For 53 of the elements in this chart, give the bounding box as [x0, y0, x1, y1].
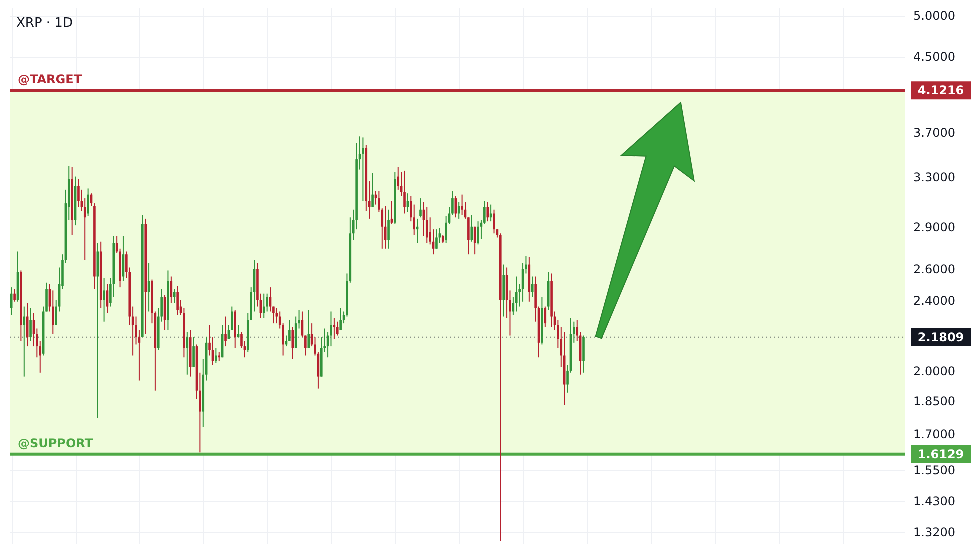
candlestick [173, 288, 176, 304]
candlestick [436, 229, 438, 250]
candlestick [388, 209, 390, 250]
y-tick-label: 1.7000 [914, 427, 956, 442]
candlestick [406, 193, 410, 213]
text: 2.1809 [918, 330, 964, 344]
candlestick [582, 335, 585, 374]
candlestick [292, 326, 294, 360]
candlestick [372, 172, 374, 208]
y-tick-label: 2.6000 [914, 262, 956, 277]
candlestick [231, 306, 234, 331]
candlestick [477, 221, 480, 246]
candlestick [224, 316, 227, 348]
y-tick-label: 1.8500 [914, 394, 956, 409]
ref-line-label: @TARGET [18, 72, 83, 87]
candlestick [215, 348, 218, 364]
text: 4.1216 [918, 84, 964, 98]
candlestick [362, 137, 364, 202]
candlestick [262, 293, 266, 319]
candlestick [23, 306, 26, 378]
candlestick [103, 278, 106, 322]
candlestick [298, 310, 300, 330]
candlestick [515, 276, 518, 312]
ref-line-label: @SUPPORT [18, 436, 94, 450]
y-tick-label: 2.4000 [914, 294, 956, 308]
candlestick [14, 288, 16, 302]
candlestick [176, 285, 179, 316]
candlestick [87, 188, 90, 217]
y-tick-label: 1.4300 [914, 494, 956, 509]
candlestick [340, 308, 342, 331]
candlestick [426, 206, 428, 244]
candlestick [336, 321, 339, 336]
y-tick-label: 5.0000 [914, 9, 956, 24]
candlestick [192, 337, 195, 368]
y-tick-label: 1.3200 [914, 526, 956, 540]
candlestick [493, 209, 496, 234]
y-tick-label: 2.9000 [914, 220, 956, 234]
y-tick-label: 4.5000 [914, 50, 956, 64]
candlestick [486, 202, 490, 222]
y-tick-label: 3.3000 [914, 170, 956, 184]
candlestick [30, 308, 32, 342]
y-tick-label: 3.7000 [914, 126, 956, 140]
candlestick [404, 170, 406, 214]
candlestick [420, 198, 422, 218]
text: XRP · 1D [16, 16, 73, 31]
text: 1.6129 [918, 447, 964, 462]
y-tick-label: 1.5500 [914, 463, 956, 478]
candlestick [78, 178, 80, 208]
y-tick-label: 2.0000 [914, 364, 956, 378]
candlestick [470, 214, 474, 242]
candlestick [461, 194, 464, 216]
candlestick [531, 276, 534, 298]
candlestick [308, 310, 310, 349]
